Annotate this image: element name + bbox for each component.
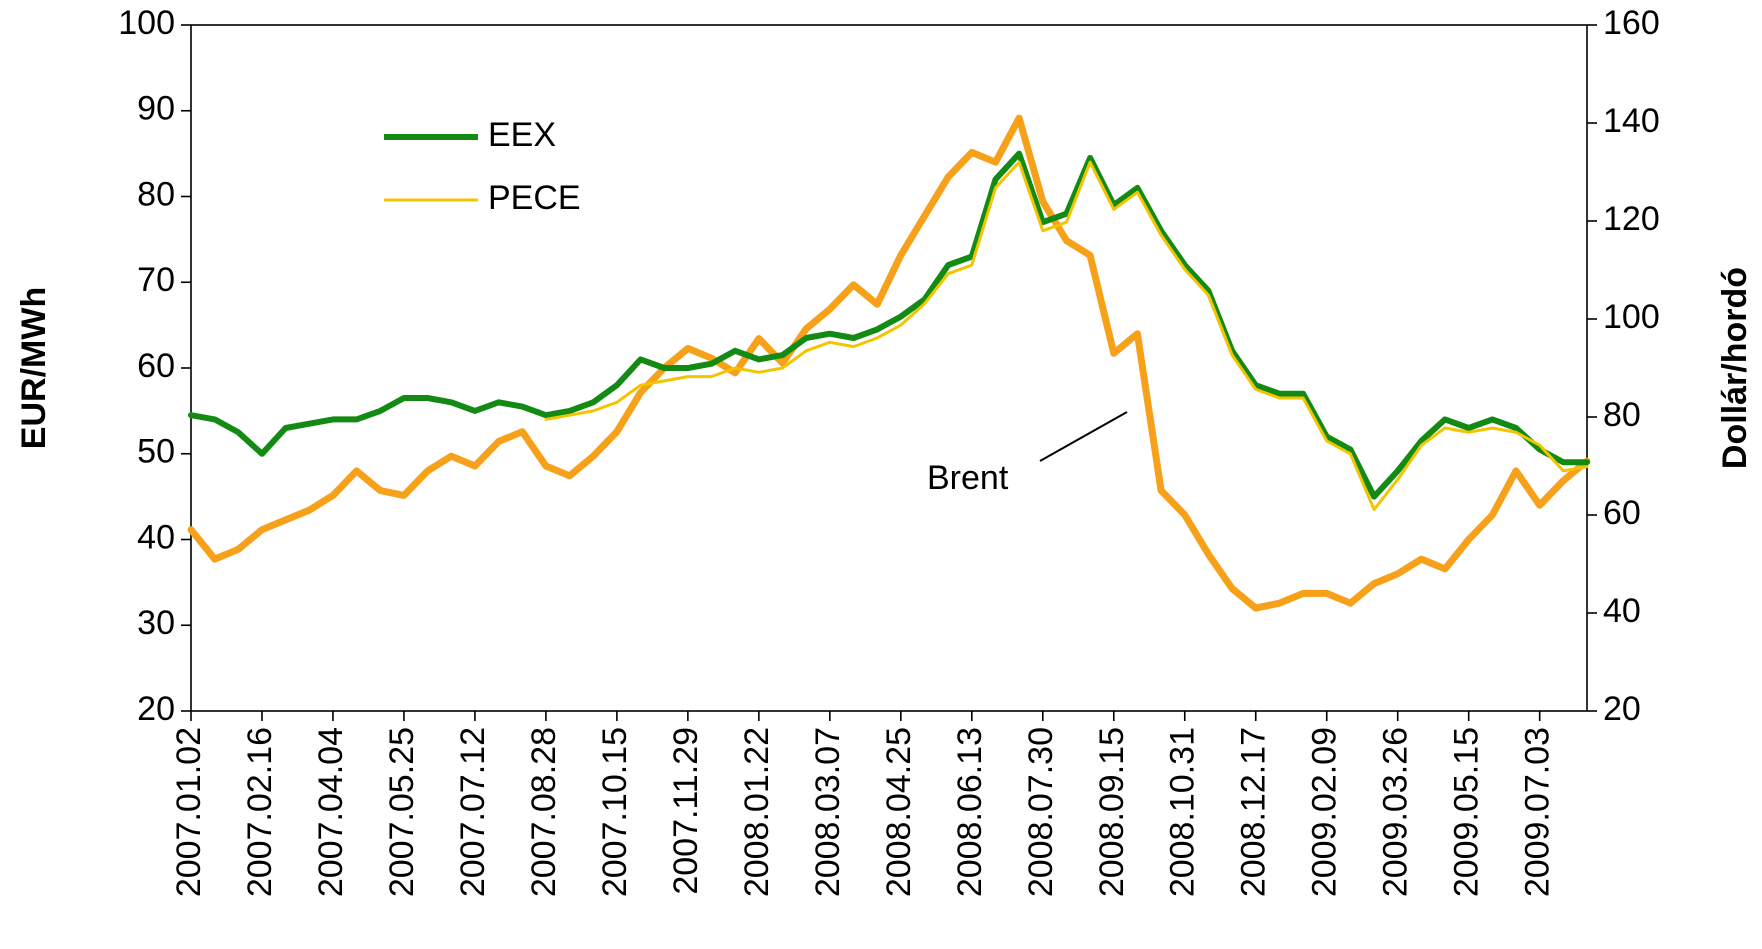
x-tick-label: 2009.05.15 [1448,727,1486,897]
annotation-line [1039,411,1128,462]
x-tick-label: 2008.12.17 [1235,727,1273,897]
x-tick-label: 2008.06.13 [951,727,989,897]
y2-tick-label: 80 [1603,396,1641,434]
y-tick-label: 90 [137,90,175,128]
x-tick-label: 2008.10.31 [1164,727,1202,897]
y-tick-label: 40 [137,518,175,556]
y-tick-label: 60 [137,347,175,385]
y2-tick-label: 140 [1603,102,1660,140]
y-tick-label: 50 [137,433,175,471]
x-tick-label: 2007.02.16 [241,727,279,897]
line-eex [188,150,1590,500]
x-tick-label: 2007.10.15 [596,727,634,897]
y2-tick-label: 20 [1603,690,1641,728]
y2-tick-label: 120 [1603,200,1660,238]
x-tick-label: 2009.02.09 [1306,727,1344,897]
x-tick-label: 2009.07.03 [1519,727,1557,897]
y-tick-label: 100 [118,4,175,42]
legend-label: EEX [488,116,556,154]
y2-tick-label: 40 [1603,592,1641,630]
x-tick-label: 2007.04.04 [312,727,350,897]
y-axis-label: EUR/MWh [15,287,53,449]
y2-tick-label: 60 [1603,494,1641,532]
x-tick-label: 2007.07.12 [454,727,492,897]
x-tick-label: 2008.03.07 [809,727,847,897]
line-pece [544,160,1589,511]
y2-axis-label: Dollár/hordó [1716,267,1754,469]
annotation-label: Brent [927,459,1009,497]
line-brent [187,114,1591,612]
x-tick-label: 2008.09.15 [1093,727,1131,897]
legend-label: PECE [488,179,581,217]
y-tick-label: 80 [137,175,175,213]
y2-tick-label: 100 [1603,298,1660,336]
x-tick-label: 2007.01.02 [170,727,208,897]
x-tick-label: 2007.08.28 [525,727,563,897]
plot-frame [190,24,1588,712]
x-tick-label: 2008.01.22 [738,727,776,897]
y-tick-label: 30 [137,604,175,642]
y2-tick-label: 160 [1603,4,1660,42]
x-tick-label: 2008.04.25 [880,727,918,897]
x-tick-label: 2007.11.29 [667,727,705,895]
x-tick-label: 2007.05.25 [383,727,421,897]
y-tick-label: 20 [137,690,175,728]
x-tick-label: 2008.07.30 [1022,727,1060,897]
x-tick-label: 2009.03.26 [1377,727,1415,897]
y-tick-label: 70 [137,261,175,299]
